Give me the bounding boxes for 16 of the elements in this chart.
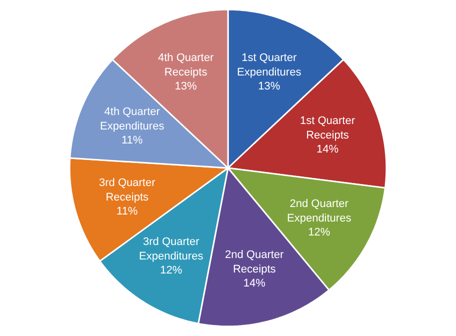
slice-label: 2nd Quarter Receipts (225, 249, 284, 276)
slice-label: 2nd Quarter Expenditures (287, 198, 352, 224)
data-label: 13% (258, 80, 280, 93)
data-label: 14% (316, 144, 339, 156)
data-label: 12% (308, 226, 330, 239)
slice-label: 1st Quarter Expenditures (237, 52, 302, 78)
slice-label: 3rd Quarter Receipts (99, 177, 156, 204)
slice-label: 1st Quarter Receipts (300, 115, 356, 142)
data-label: 11% (116, 206, 138, 218)
slice-label: 4th Quarter Expenditures (100, 106, 165, 132)
data-label: 14% (243, 278, 266, 290)
slice-label: 3rd Quarter Expenditures (139, 236, 204, 262)
data-label: 13% (174, 80, 198, 93)
data-label: 11% (122, 134, 143, 147)
data-label: 12% (160, 264, 182, 277)
slice-label: 4th Quarter Receipts (158, 52, 214, 78)
